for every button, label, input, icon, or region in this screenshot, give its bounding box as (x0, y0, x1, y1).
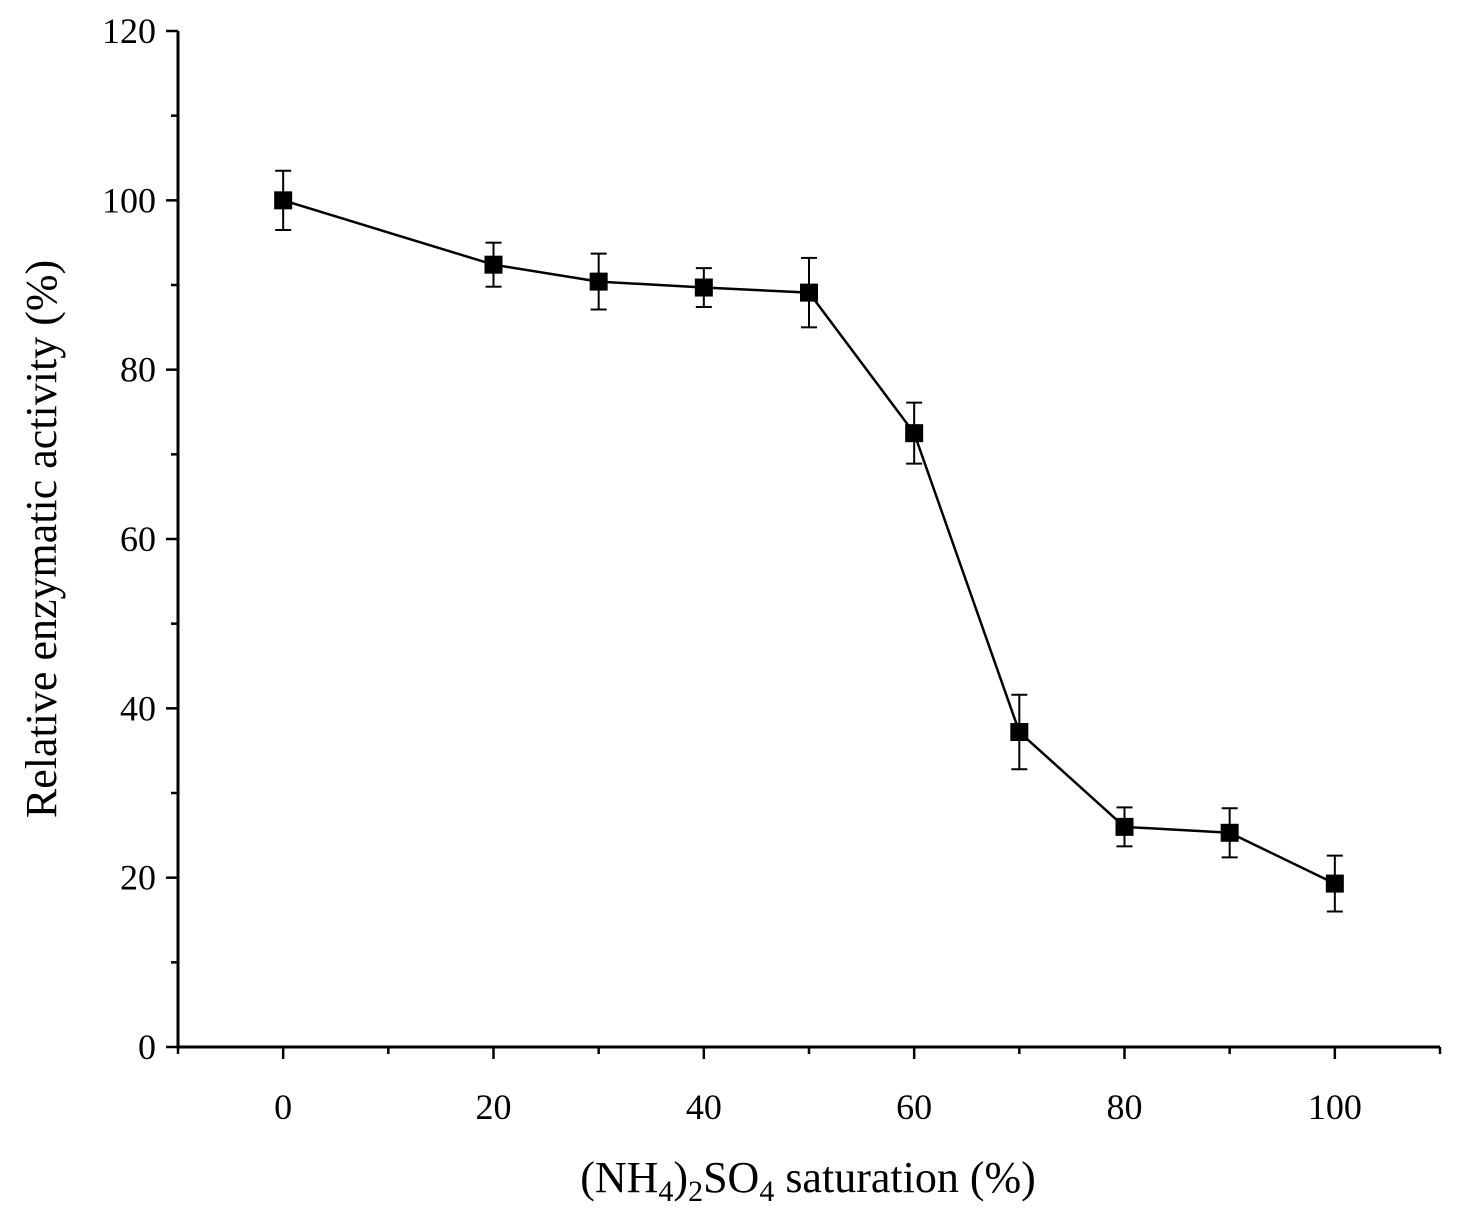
axes (176, 31, 1440, 1049)
x-axis-title-mid: ) (673, 1153, 688, 1202)
data-point (1325, 874, 1344, 893)
x-tick-label: 60 (896, 1087, 932, 1127)
tick-labels: 0 20 40 60 80 100 120 0 20 40 60 80 100 (102, 11, 1362, 1127)
data-point (905, 424, 924, 443)
x-tick-label: 0 (274, 1087, 292, 1127)
y-tick-label: 60 (120, 519, 156, 559)
x-tick-label: 80 (1107, 1087, 1143, 1127)
y-axis-title: Relative enzymatic activity (%) (17, 260, 66, 818)
x-axis-title-sub2: 2 (688, 1175, 703, 1208)
x-axis-title-sub3: 4 (759, 1175, 774, 1208)
data-point (1220, 823, 1239, 842)
series-line (282, 199, 1336, 885)
y-tick-label: 0 (138, 1027, 156, 1067)
data-point (1115, 817, 1134, 836)
x-axis-title-suffix: saturation (%) (774, 1153, 1035, 1202)
y-tick-label: 40 (120, 688, 156, 728)
x-tick-label: 100 (1308, 1087, 1362, 1127)
ticks (166, 29, 1442, 1059)
y-tick-label: 120 (102, 11, 156, 51)
series-layer (274, 169, 1344, 913)
x-axis-title-sub1: 4 (658, 1175, 673, 1208)
x-axis-title: (NH4)2SO4 saturation (%) (580, 1153, 1036, 1208)
y-tick-label: 20 (120, 858, 156, 898)
x-axis-title-so: SO (703, 1153, 759, 1202)
data-point (800, 283, 818, 302)
data-point (274, 191, 293, 210)
data-point (694, 278, 713, 297)
y-tick-label: 100 (102, 180, 156, 220)
data-point (1010, 723, 1029, 742)
data-point (589, 272, 608, 291)
x-axis-title-prefix: (NH (580, 1153, 658, 1202)
y-tick-label: 80 (120, 350, 156, 390)
x-tick-label: 40 (686, 1087, 722, 1127)
x-tick-label: 20 (476, 1087, 512, 1127)
data-point (484, 255, 503, 274)
